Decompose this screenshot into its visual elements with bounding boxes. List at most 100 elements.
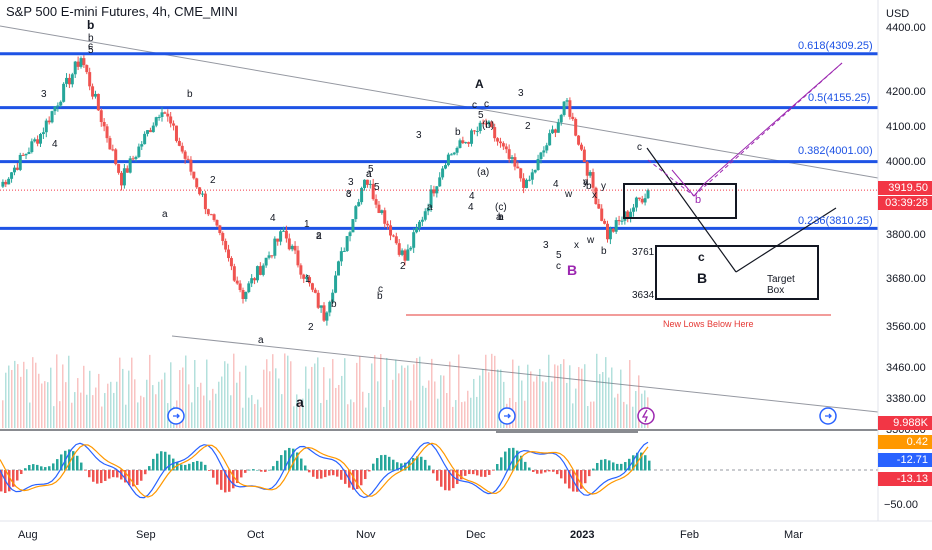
volume-bar (209, 400, 211, 428)
volume-bar (128, 370, 130, 428)
osc-histogram-bar (592, 468, 595, 471)
wave-count-label: 1 (304, 219, 310, 230)
price-candle (282, 230, 285, 232)
price-candle (634, 197, 638, 208)
price-candle (490, 121, 494, 128)
osc-histogram-bar (264, 470, 267, 472)
osc-histogram-bar (104, 470, 107, 481)
level-3634-label: 3634 (632, 290, 655, 301)
price-tick: 4200.00 (886, 86, 926, 98)
osc-histogram-bar (188, 463, 191, 471)
price-tick: 4400.00 (886, 22, 926, 34)
volume-bar (569, 365, 571, 428)
osc-histogram-bar (424, 459, 427, 471)
volume-bar (536, 376, 538, 428)
osc-histogram-bar (204, 464, 207, 471)
price-candle (444, 165, 447, 169)
osc-histogram-bar (84, 470, 87, 471)
price-candle (626, 211, 630, 218)
volume-bar (251, 395, 253, 428)
volume-bar (218, 381, 220, 428)
price-candle (334, 275, 338, 293)
volume-bar (416, 358, 418, 428)
purple-path-1 (647, 159, 695, 197)
price-candle (7, 178, 11, 185)
osc-histogram-bar (648, 460, 651, 471)
volume-bar (122, 368, 124, 428)
volume-bar (221, 376, 223, 428)
time-tick: Feb (680, 529, 699, 541)
osc-histogram-bar (364, 470, 367, 480)
price-candle (276, 238, 280, 242)
price-candle (201, 193, 204, 195)
volume-bar (479, 375, 481, 428)
arrow-icon (504, 413, 511, 419)
osc-histogram-bar (504, 451, 507, 471)
price-candle (646, 190, 650, 199)
wave-count-label: 5 (478, 110, 484, 121)
price-candle (70, 74, 74, 85)
price-candle (481, 122, 485, 124)
osc-histogram-bar (500, 457, 503, 471)
volume-bar (428, 380, 430, 428)
volume-bar (146, 379, 148, 428)
volume-bar (350, 399, 352, 428)
price-candle (394, 236, 398, 244)
time-tick: 2023 (570, 529, 595, 541)
osc-histogram-bar (296, 452, 299, 471)
volume-bar (521, 380, 523, 428)
osc-histogram-bar (488, 470, 491, 475)
volume-bar (92, 395, 94, 428)
chart-title: S&P 500 E-mini Futures, 4h, CME_MINI (6, 4, 238, 19)
price-candle (363, 179, 366, 189)
price-candle (542, 150, 546, 153)
osc-histogram-bar (312, 470, 315, 477)
price-candle (53, 106, 57, 112)
osc-histogram-bar (112, 470, 115, 478)
price-candle (305, 277, 309, 279)
price-candle (120, 172, 123, 186)
osc-histogram-bar (580, 470, 583, 489)
volume-bar (20, 376, 22, 428)
price-candle (73, 61, 77, 75)
volume-bar (239, 371, 241, 428)
osc-histogram-bar (80, 462, 83, 471)
wave-count-label: y (601, 181, 606, 192)
price-candle (493, 127, 497, 139)
volume-bar (617, 393, 619, 428)
volume-bar (383, 406, 385, 428)
price-candle (351, 219, 355, 233)
price-candle (452, 152, 456, 155)
wave-B-purple-label: B (567, 262, 578, 278)
price-candle (409, 247, 413, 250)
wave-count-label: 3 (416, 130, 422, 141)
volume-bar (494, 355, 496, 428)
time-tick: Oct (247, 529, 265, 541)
wave-count-label: (a) (477, 167, 490, 178)
osc-histogram-bar (480, 470, 483, 477)
volume-bar (29, 402, 31, 428)
volume-bar (470, 397, 472, 428)
price-tick: 3560.00 (886, 321, 926, 333)
volume-bar (605, 357, 607, 428)
volume-bar (488, 372, 490, 428)
osc-histogram-bar (220, 470, 223, 490)
volume-bar (101, 406, 103, 428)
price-candle (391, 235, 395, 237)
volume-bar (284, 353, 286, 428)
volume-bar (413, 364, 415, 428)
volume-bar (230, 395, 232, 428)
price-candle (293, 245, 297, 251)
price-candle (224, 240, 228, 250)
price-candle (449, 154, 453, 156)
volume-bar (242, 407, 244, 428)
price-candle (114, 149, 118, 165)
price-candle (545, 145, 549, 151)
volume-bar (185, 355, 187, 428)
volume-bar (104, 393, 106, 428)
osc-histogram-bar (156, 453, 159, 471)
price-candle (290, 245, 294, 250)
osc-histogram-bar (628, 458, 631, 471)
wave-count-label: 4 (52, 139, 58, 150)
